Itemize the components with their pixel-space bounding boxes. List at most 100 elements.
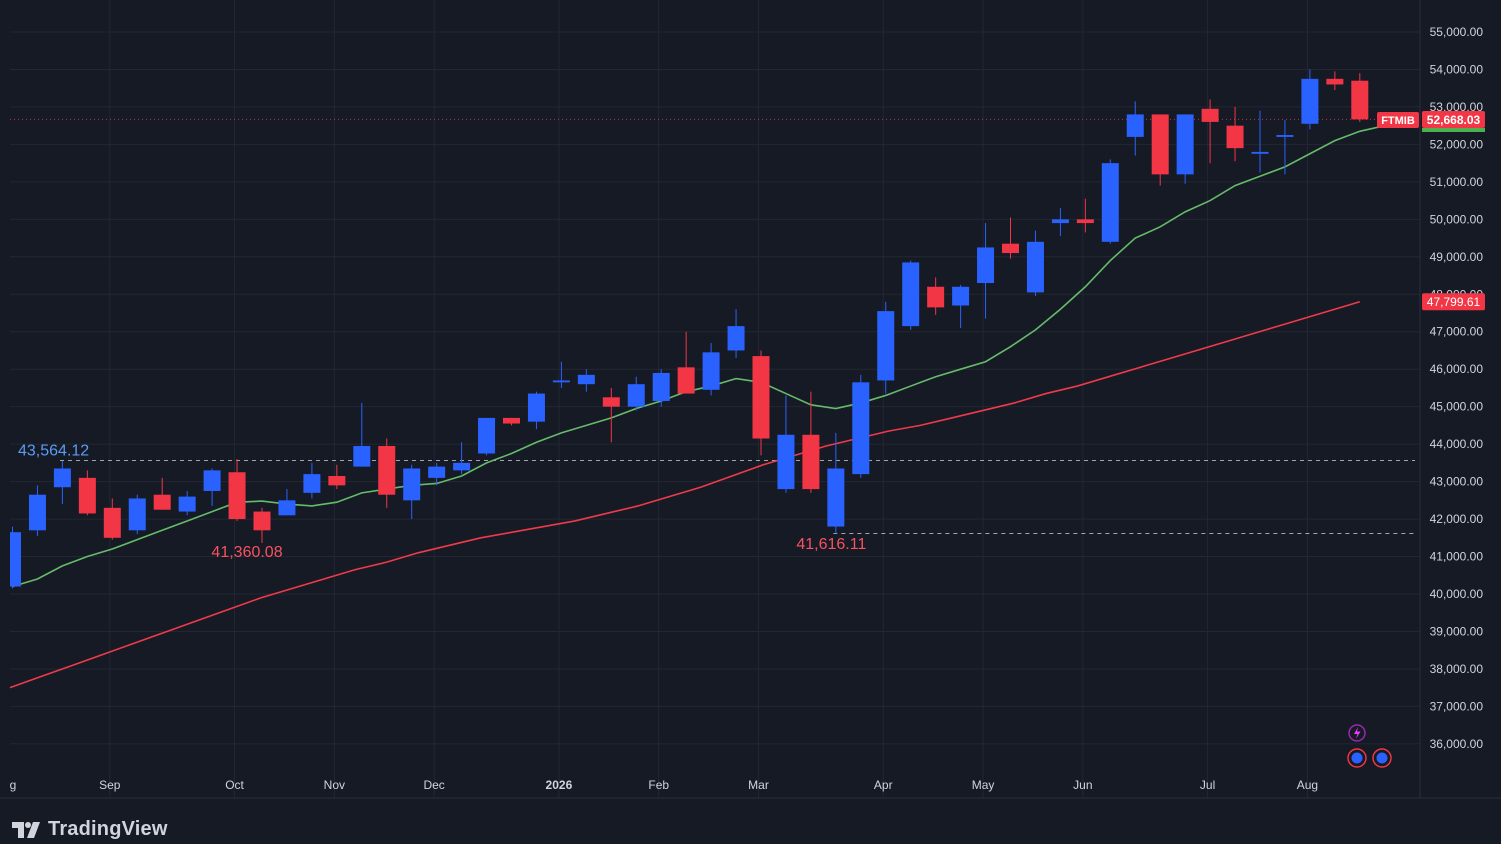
candle-down[interactable]	[1002, 217, 1019, 259]
candle-body	[453, 462, 471, 471]
candle-up[interactable]	[652, 369, 670, 407]
candle-up[interactable]	[203, 468, 221, 506]
symbol-tag-label: FTMIB	[1381, 115, 1415, 127]
price-tick-label: 40,000.00	[1430, 587, 1484, 601]
time-tick-label: Oct	[225, 778, 244, 792]
candle-down[interactable]	[1326, 71, 1344, 91]
candle-up[interactable]	[1026, 230, 1044, 297]
high-annotation-label: 43,564.12	[18, 442, 89, 459]
candle-body	[1351, 80, 1369, 120]
event-icon-1[interactable]	[1347, 748, 1367, 768]
candle-down[interactable]	[378, 438, 396, 508]
candle-body	[1051, 219, 1069, 224]
candle-body	[877, 311, 895, 381]
candle-down[interactable]	[1076, 198, 1094, 233]
candle-down[interactable]	[228, 459, 246, 521]
lightning-icon[interactable]	[1348, 724, 1366, 742]
price-tick-label: 52,000.00	[1430, 137, 1484, 151]
candle-down[interactable]	[78, 470, 96, 516]
chart-canvas[interactable]: 43,564.12 41,360.08 41,616.11 36,000.00 37,…	[0, 0, 1501, 800]
candle-up[interactable]	[627, 376, 645, 411]
candle-body	[378, 446, 396, 495]
candle-body	[702, 352, 720, 390]
candle-up[interactable]	[403, 464, 421, 520]
candle-up[interactable]	[702, 342, 720, 396]
ma-long-line	[9, 300, 1361, 689]
candle-up[interactable]	[952, 284, 970, 328]
candle-body	[10, 532, 21, 587]
candle-up[interactable]	[428, 462, 446, 486]
candle-up[interactable]	[527, 391, 545, 430]
candle-up[interactable]	[178, 490, 196, 516]
candle-body	[253, 511, 271, 531]
candle-body	[153, 494, 171, 510]
candle-up[interactable]	[1101, 159, 1119, 244]
candle-up[interactable]	[1301, 69, 1319, 130]
tradingview-logo[interactable]: TradingView	[12, 818, 168, 841]
candle-down[interactable]	[602, 387, 620, 443]
tradingview-logo-icon	[12, 821, 40, 838]
candle-down[interactable]	[253, 507, 271, 544]
candle-up[interactable]	[128, 494, 146, 535]
time-tick-label: 2026	[546, 778, 573, 792]
candle-body	[303, 474, 321, 493]
candle-up[interactable]	[28, 485, 46, 536]
candle-down[interactable]	[752, 350, 770, 456]
candle-down[interactable]	[503, 417, 520, 426]
candles-layer[interactable]	[10, 69, 1369, 589]
indicator-icons[interactable]	[1347, 724, 1392, 768]
candle-down[interactable]	[802, 391, 820, 493]
candle-body	[827, 468, 845, 527]
candle-down[interactable]	[328, 464, 346, 490]
candle-body	[128, 498, 146, 531]
time-tick-label: Nov	[324, 778, 345, 792]
candle-up[interactable]	[977, 223, 995, 319]
candle-up[interactable]	[1051, 208, 1069, 237]
candle-up[interactable]	[777, 395, 795, 493]
candle-up[interactable]	[577, 369, 595, 392]
candle-up[interactable]	[453, 442, 471, 475]
candle-body	[228, 472, 246, 520]
grid-lines	[10, 0, 1420, 798]
candle-down[interactable]	[103, 498, 121, 540]
tradingview-logo-text: TradingView	[48, 818, 168, 840]
candle-body	[53, 468, 71, 488]
candle-body	[428, 466, 446, 478]
candle-up[interactable]	[727, 309, 745, 358]
candle-down[interactable]	[927, 277, 945, 315]
candle-down[interactable]	[1201, 99, 1219, 164]
candle-body	[552, 380, 570, 383]
time-tick-label: Apr	[874, 778, 893, 792]
candle-up[interactable]	[278, 489, 296, 516]
event-icon-2[interactable]	[1372, 748, 1392, 768]
footer-bar	[0, 800, 1501, 844]
candle-body	[1326, 78, 1344, 85]
candle-up[interactable]	[303, 462, 321, 499]
candle-up[interactable]	[478, 417, 496, 456]
ma-long-tag	[1422, 293, 1485, 311]
candle-body	[403, 468, 421, 501]
candle-up[interactable]	[1276, 120, 1294, 175]
candle-down[interactable]	[1351, 73, 1369, 122]
candle-up[interactable]	[902, 260, 920, 330]
candle-up[interactable]	[827, 432, 845, 534]
candle-up[interactable]	[552, 361, 570, 388]
candle-up[interactable]	[1126, 101, 1144, 156]
candle-up[interactable]	[1251, 110, 1269, 173]
last-price-label: 52,668.03	[1427, 113, 1481, 127]
candle-up[interactable]	[53, 460, 71, 505]
time-axis[interactable]: g Sep Oct Nov Dec 2026 Feb Mar Apr May Jun Jul Aug	[0, 778, 1501, 799]
candle-down[interactable]	[1226, 106, 1244, 162]
candle-body	[103, 507, 121, 538]
candle-down[interactable]	[153, 477, 171, 510]
candle-up[interactable]	[353, 402, 371, 467]
candle-down[interactable]	[1151, 114, 1169, 186]
candle-up[interactable]	[852, 374, 870, 478]
candle-up[interactable]	[10, 526, 21, 589]
candle-up[interactable]	[1176, 114, 1194, 184]
candle-up[interactable]	[877, 301, 895, 394]
price-axis[interactable]: 36,000.00 37,000.00 38,000.00 39,000.00 40,0…	[1419, 0, 1484, 798]
candle-body	[802, 434, 820, 490]
candle-down[interactable]	[677, 331, 695, 394]
candle-body	[1126, 114, 1144, 137]
